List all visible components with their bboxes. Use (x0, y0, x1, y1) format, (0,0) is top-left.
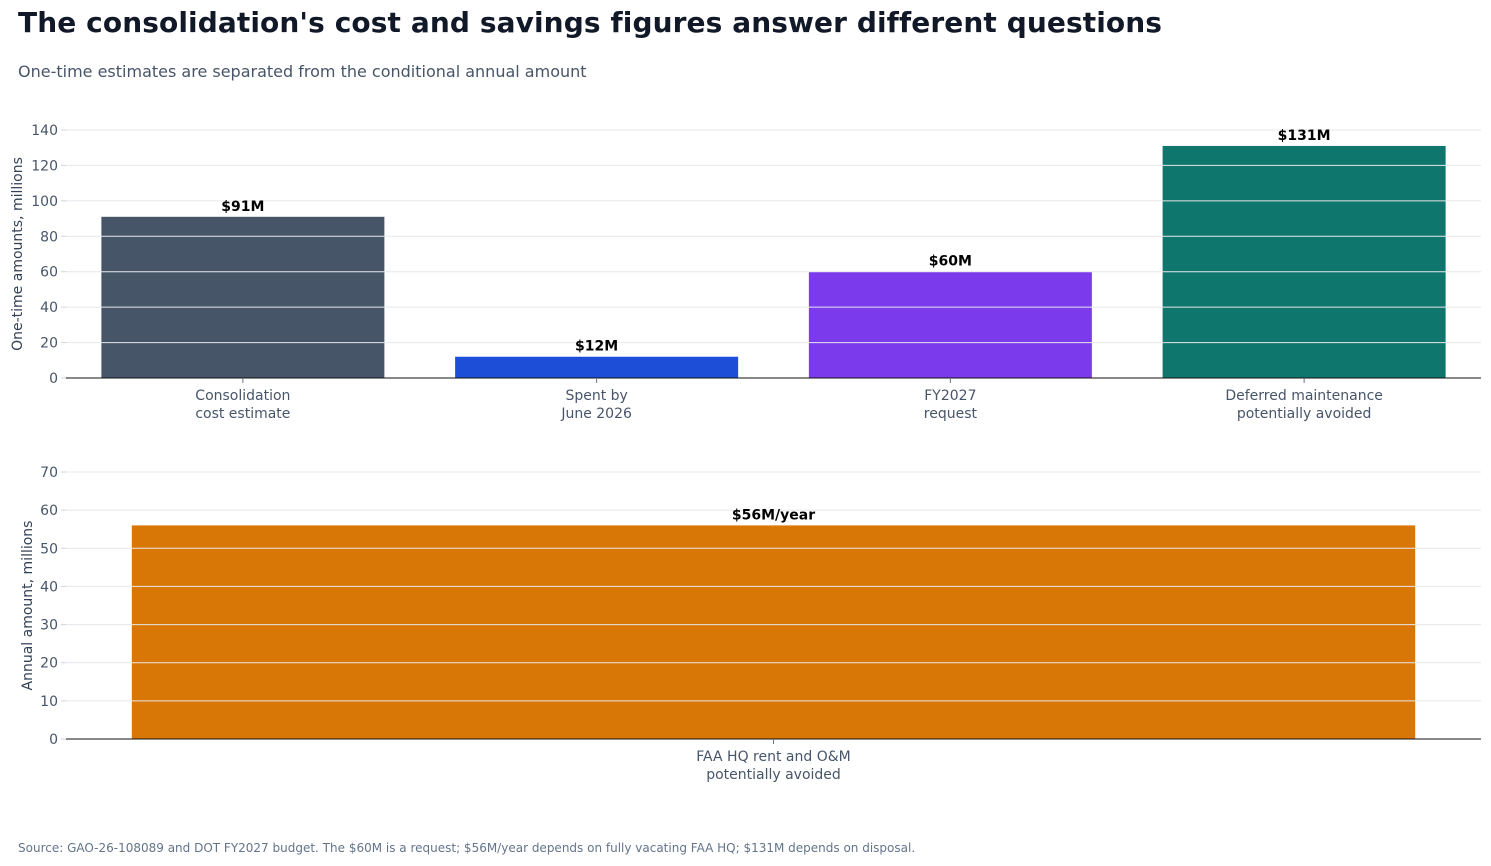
y-tick-label: 80 (40, 229, 58, 245)
chart-panel-1: 0 20 40 60 80 100 120 140 $91M Consolidation cost … (10, 123, 1481, 422)
y-tick-label: 40 (40, 579, 58, 595)
y-tick-label: 60 (40, 265, 58, 281)
y-tick-label: 40 (40, 300, 58, 316)
chart-panel-2: 0 10 20 30 40 50 60 70 $56M/year FAA HQ rent and … (20, 465, 1481, 783)
y-tick-label: 30 (40, 618, 58, 634)
data-label: $56M/year (732, 507, 815, 523)
bar (131, 525, 1416, 739)
y-axis-label: Annual amount, millions (20, 521, 36, 691)
y-tick-label: 140 (31, 123, 58, 139)
y-axis-label: One-time amounts, millions (10, 157, 26, 351)
y-tick-label: 60 (40, 503, 58, 519)
chart-subtitle: One-time estimates are separated from th… (18, 62, 587, 81)
y-tick-label: 20 (40, 336, 58, 352)
chart-title: The consolidation's cost and savings fig… (18, 6, 1163, 39)
x-tick-label: FY2027 request (924, 388, 978, 422)
y-tick-label: 70 (40, 465, 58, 481)
y-tick-label: 50 (40, 541, 58, 557)
bar (808, 271, 1092, 378)
data-label: $12M (575, 339, 618, 355)
y-tick-label: 10 (40, 694, 58, 710)
bar (101, 216, 385, 378)
bar (1162, 145, 1446, 378)
y-tick-label: 120 (31, 158, 58, 174)
x-tick-label: FAA HQ rent and O&M potentially avoided (696, 749, 850, 783)
bar (455, 356, 739, 378)
data-label: $91M (221, 199, 264, 215)
x-tick-label: Deferred maintenance potentially avoided (1225, 388, 1383, 422)
data-label: $131M (1278, 128, 1331, 144)
y-tick-label: 100 (31, 194, 58, 210)
data-label: $60M (929, 254, 972, 270)
y-tick-label: 0 (49, 371, 58, 387)
y-tick-label: 0 (49, 732, 58, 748)
x-tick-label: Consolidation cost estimate (195, 388, 290, 422)
source-note: Source: GAO-26-108089 and DOT FY2027 bud… (18, 841, 916, 855)
x-tick-label: Spent by June 2026 (560, 388, 632, 422)
y-tick-label: 20 (40, 656, 58, 672)
